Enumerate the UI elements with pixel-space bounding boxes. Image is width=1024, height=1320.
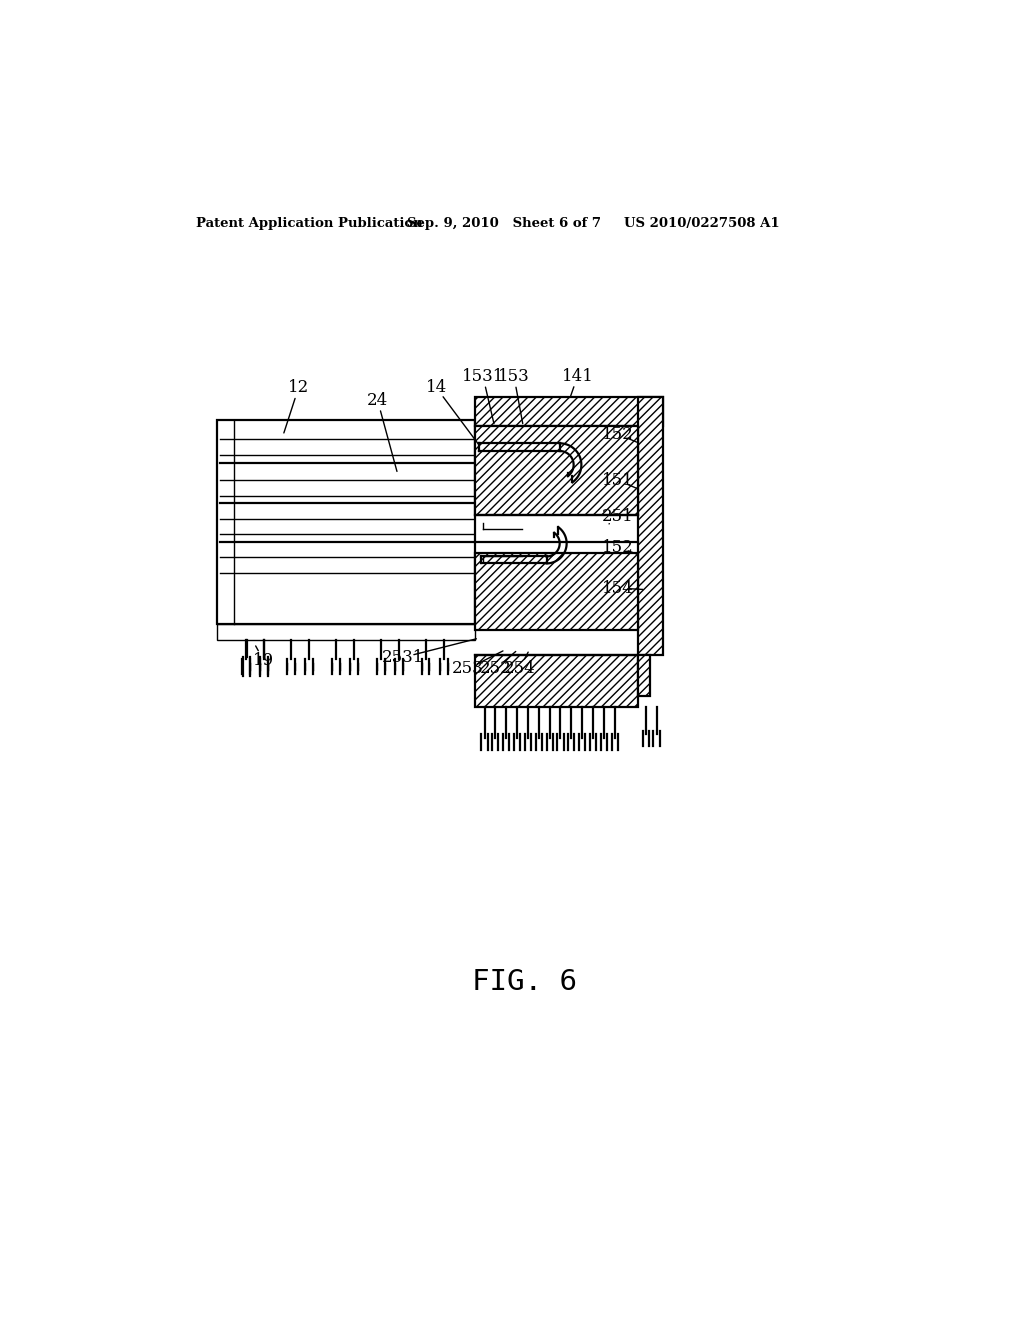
Text: 141: 141	[561, 368, 594, 385]
Text: 14: 14	[426, 379, 447, 396]
Text: 254: 254	[504, 660, 536, 677]
Text: FIG. 6: FIG. 6	[472, 969, 578, 997]
Bar	[638, 655, 650, 696]
Text: 253: 253	[452, 660, 483, 677]
Text: 154: 154	[602, 579, 634, 597]
Text: 24: 24	[367, 392, 388, 409]
Bar	[217, 420, 475, 624]
Text: 1531: 1531	[462, 368, 504, 385]
Bar	[475, 426, 638, 515]
Text: 252: 252	[479, 660, 511, 677]
Bar	[475, 397, 663, 426]
Bar	[217, 624, 475, 640]
Text: 19: 19	[253, 652, 274, 669]
Text: 251: 251	[602, 508, 634, 525]
Bar	[638, 397, 663, 655]
Text: 153: 153	[498, 368, 529, 385]
Text: US 2010/0227508 A1: US 2010/0227508 A1	[624, 216, 779, 230]
Text: 12: 12	[288, 379, 309, 396]
Bar	[475, 553, 638, 631]
Bar	[475, 655, 638, 708]
Text: Sep. 9, 2010   Sheet 6 of 7: Sep. 9, 2010 Sheet 6 of 7	[407, 216, 601, 230]
Text: Patent Application Publication: Patent Application Publication	[197, 216, 423, 230]
Text: 2531: 2531	[382, 649, 424, 665]
Text: 152: 152	[602, 539, 634, 556]
Text: 151: 151	[602, 471, 634, 488]
Text: 152: 152	[602, 425, 634, 442]
